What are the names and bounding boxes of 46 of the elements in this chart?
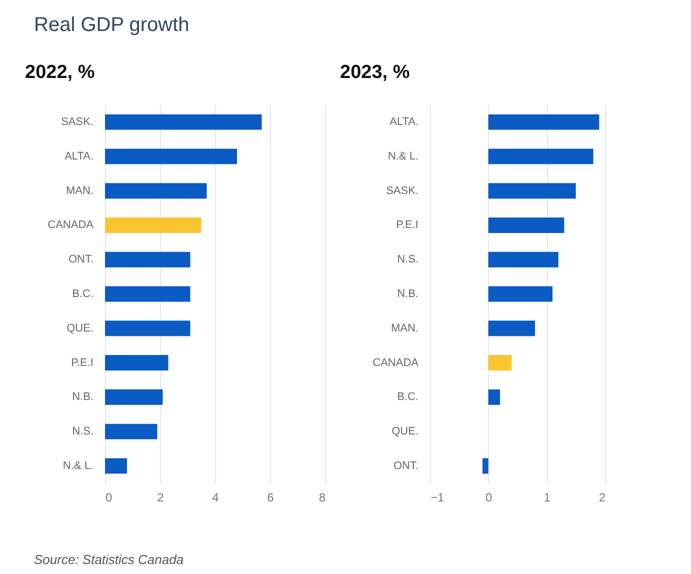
source-note: Source: Statistics Canada: [34, 552, 184, 567]
x-tick-label: 1: [544, 490, 551, 504]
y-tick-label: N.B.: [72, 391, 94, 404]
x-tick-label: 2: [598, 490, 606, 504]
x-tick-label: 0: [106, 490, 112, 504]
bar: [105, 217, 202, 233]
bar: [105, 424, 158, 440]
y-tick-label: ALTA.: [390, 116, 418, 128]
chart-subtitle: 2023, %: [340, 62, 410, 83]
y-tick-label: ALTA.: [64, 150, 94, 162]
x-tick-label: 2: [157, 490, 164, 504]
y-tick-label: N.S.: [72, 426, 94, 438]
y-tick-label: MAN.: [391, 322, 418, 334]
x-tick-label: −1: [430, 490, 445, 504]
y-tick-label: ONT.: [68, 254, 94, 266]
x-tick-label: 4: [212, 490, 220, 504]
x-tick-label: 0: [485, 490, 492, 504]
bar: [105, 458, 127, 474]
y-tick-label: B.C.: [397, 391, 418, 404]
bar: [105, 114, 262, 130]
y-tick-label: P.E.I: [396, 219, 418, 232]
y-tick-label: N.B.: [397, 288, 418, 300]
y-tick-label: N.S.: [397, 254, 418, 266]
y-tick-label: SASK.: [61, 116, 94, 128]
bar: [105, 252, 190, 268]
bar: [105, 355, 168, 371]
bar: [105, 286, 190, 302]
y-tick-label: QUE.: [392, 426, 418, 438]
y-tick-label: SASK.: [386, 184, 418, 197]
y-tick-label: N.& L.: [388, 150, 418, 162]
chart-title: Real GDP growth: [34, 14, 190, 37]
y-tick-label: N.& L.: [62, 460, 94, 472]
y-tick-label: B.C.: [72, 288, 94, 300]
x-tick-label: 8: [318, 490, 326, 504]
x-tick-label: 6: [267, 490, 274, 504]
chart-subtitle: 2022, %: [25, 62, 95, 83]
y-tick-label: MAN.: [66, 184, 94, 197]
bar: [105, 389, 163, 405]
y-tick-label: QUE.: [66, 322, 94, 334]
y-tick-label: ONT.: [393, 460, 418, 472]
bar: [105, 148, 237, 164]
y-tick-label: P.E.I: [71, 356, 94, 369]
bar: [105, 183, 207, 199]
y-tick-label: CANADA: [372, 356, 420, 369]
y-tick-label: CANADA: [48, 219, 94, 232]
bar: [105, 320, 190, 336]
